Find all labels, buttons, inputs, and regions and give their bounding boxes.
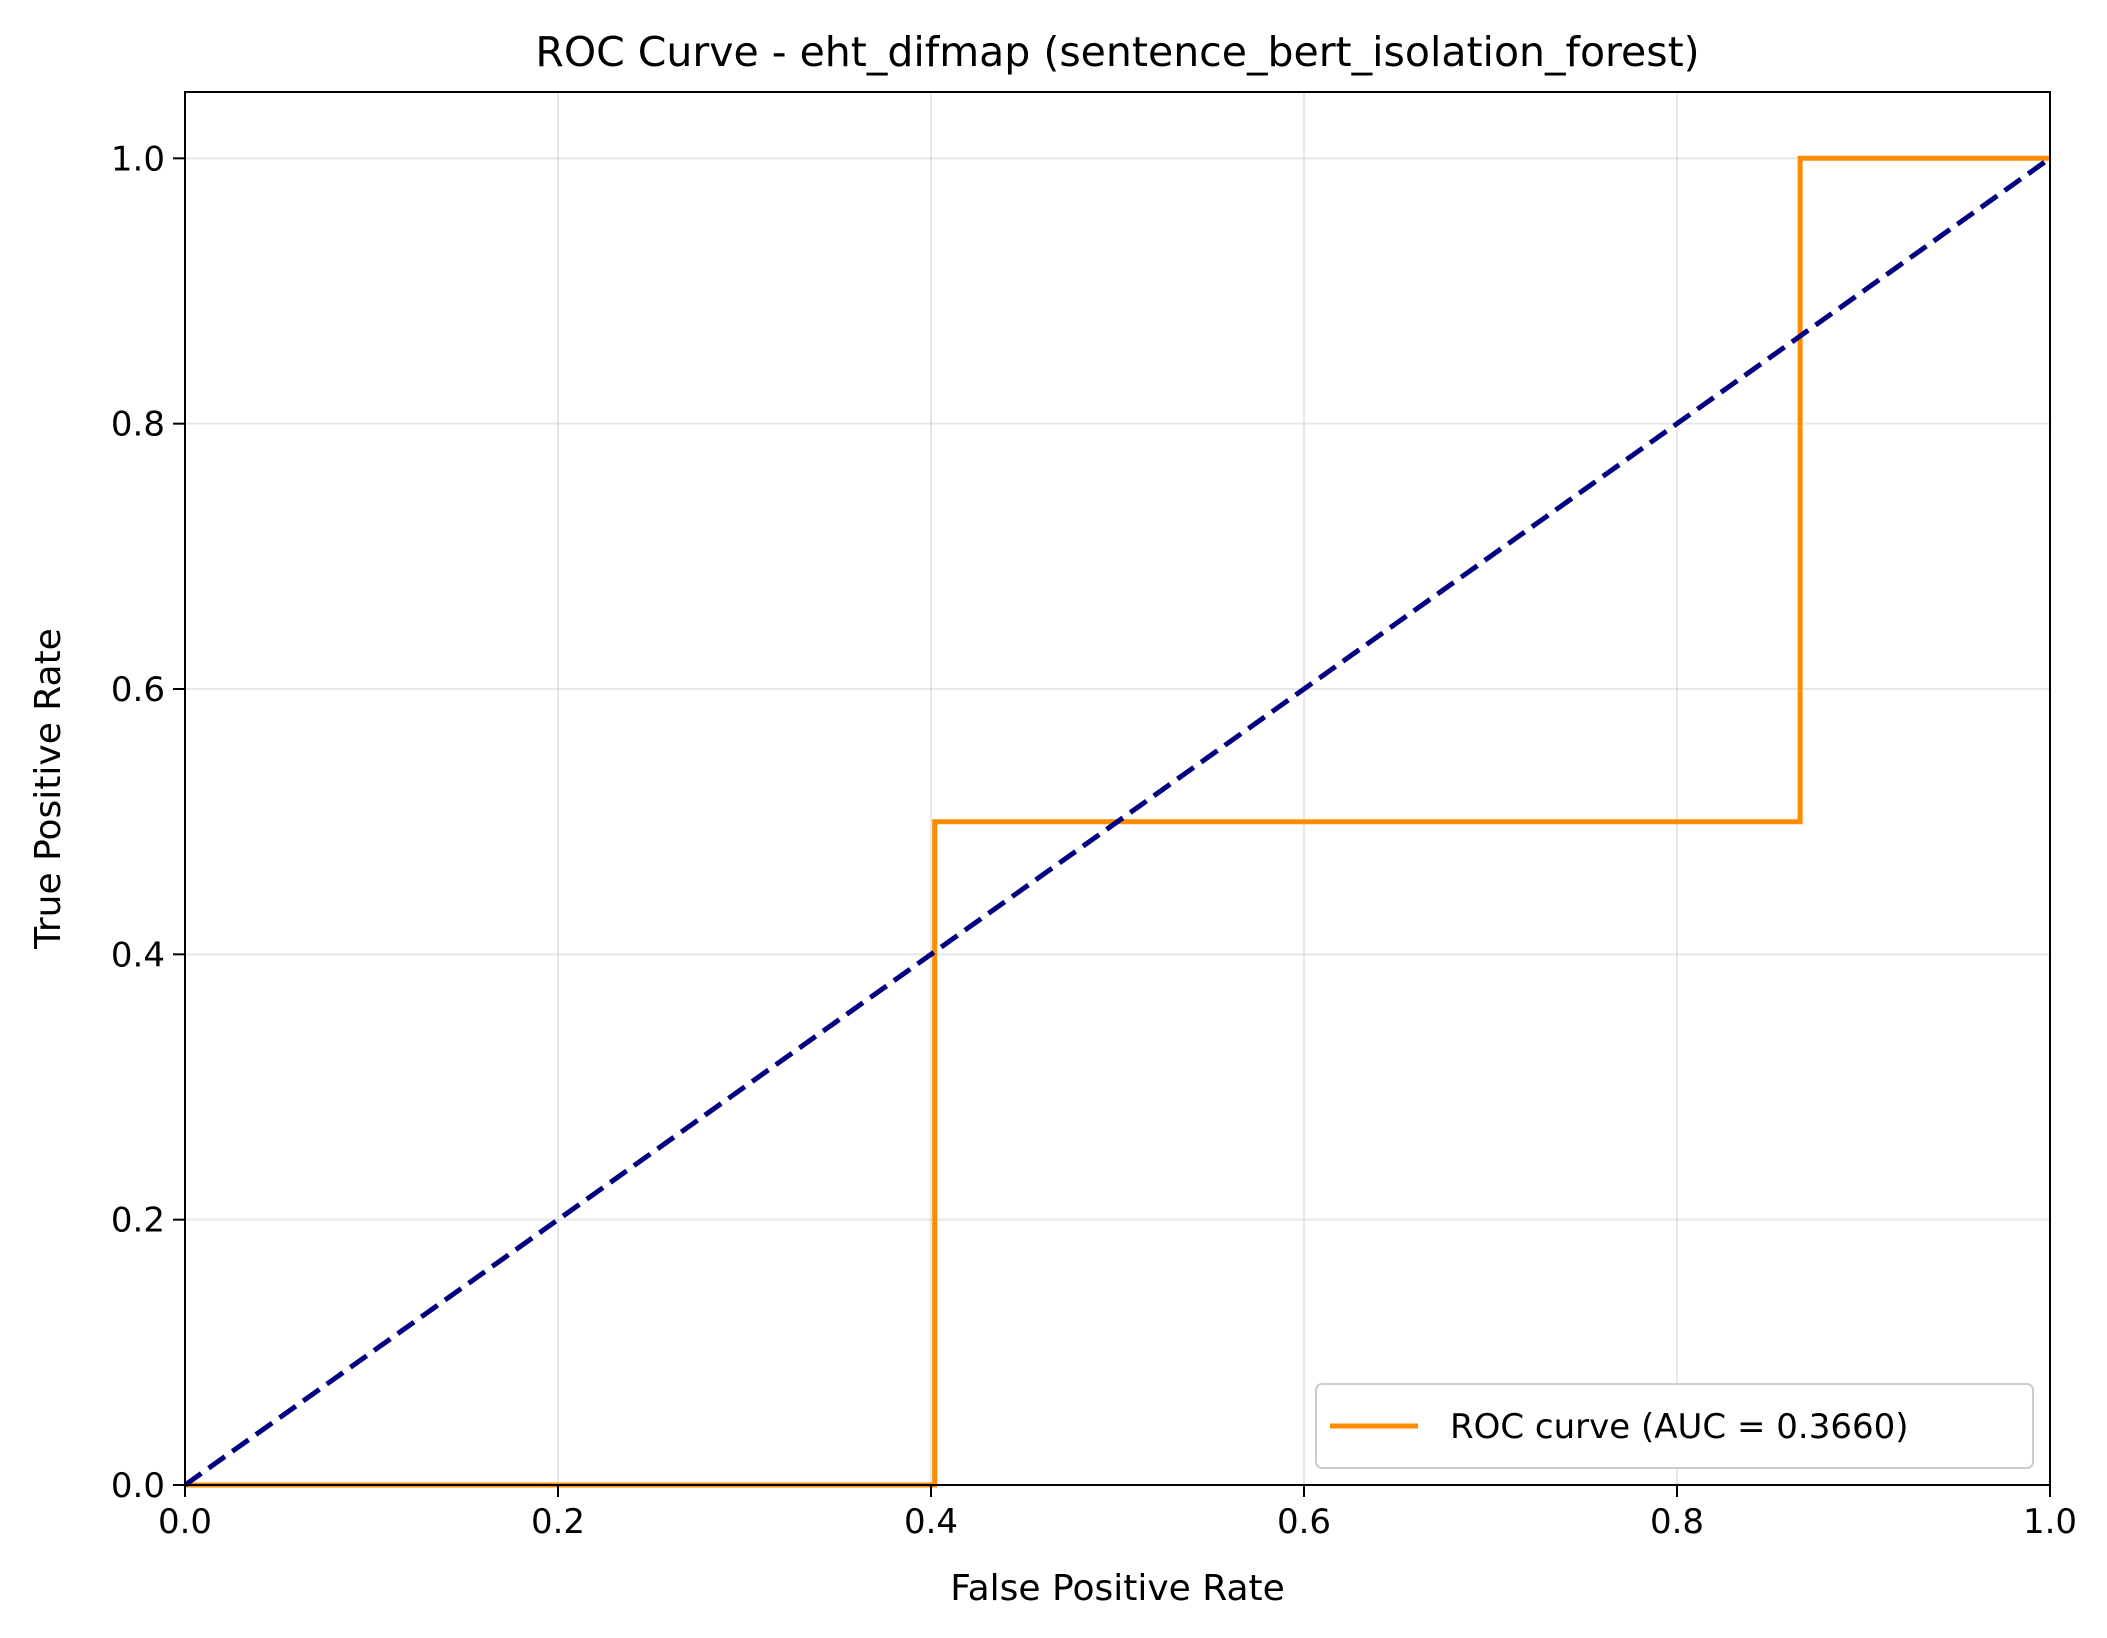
x-tick-label: 0.4 [904, 1502, 958, 1542]
legend-box [1315, 1383, 2034, 1469]
plot-frame [184, 91, 2051, 1486]
y-tick-label: 0.8 [111, 405, 165, 445]
y-tick-label: 0.2 [111, 1201, 165, 1241]
y-axis-ticks: 0.0 0.2 0.4 0.6 0.8 1.0 [111, 139, 185, 1506]
x-tick-label: 0.0 [158, 1502, 212, 1542]
x-tick-label: 1.0 [2023, 1502, 2077, 1542]
legend-label-roc-curve: ROC curve (AUC = 0.3660) [1450, 1407, 1909, 1447]
y-tick-label: 0.0 [111, 1466, 165, 1506]
legend: ROC curve (AUC = 0.3660) [1315, 1383, 2034, 1469]
x-tick-label: 0.6 [1277, 1502, 1331, 1542]
grid-lines [184, 92, 2051, 1486]
y-tick-label: 1.0 [111, 139, 165, 179]
y-axis-label: True Positive Rate [28, 628, 69, 950]
x-tick-label: 0.2 [531, 1502, 585, 1542]
chart-title: ROC Curve - eht_difmap (sentence_bert_is… [535, 28, 1699, 76]
x-axis-label: False Positive Rate [950, 1568, 1285, 1609]
x-axis-ticks: 0.0 0.2 0.4 0.6 0.8 1.0 [158, 1485, 2077, 1542]
y-tick-label: 0.4 [111, 935, 165, 975]
x-tick-label: 0.8 [1650, 1502, 1704, 1542]
chance-diagonal-line [183, 156, 2052, 1488]
y-tick-label: 0.6 [111, 670, 165, 710]
